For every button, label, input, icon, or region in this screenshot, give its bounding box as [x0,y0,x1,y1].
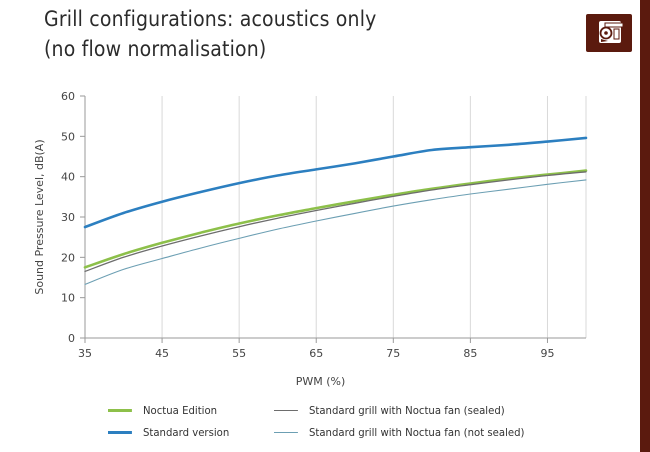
line-chart: 0 10 20 30 40 50 60 35 45 55 65 75 85 95 PWM (%) Sound … [33,90,588,388]
chart-axes [80,95,586,343]
page-title: Grill configurations: acoustics only (no… [44,4,512,64]
y-tick-label: 30 [61,211,75,224]
chart-grid [161,96,587,338]
y-tick-label: 50 [61,130,75,143]
legend-label: Standard grill with Noctua fan (sealed) [308,404,505,417]
x-axis-label: PWM (%) [296,375,346,388]
y-axis-label: Sound Pressure Level, dB(A) [33,139,46,294]
x-tick-label: 75 [386,347,400,360]
legend-swatch [108,431,132,434]
series-line-3 [83,136,588,229]
legend-item-4: Standard grill with Noctua fan (not seal… [274,426,525,439]
legend-swatch [274,432,298,433]
legend-swatch [108,409,132,412]
x-tick-label: 85 [463,347,477,360]
chart-legend: Noctua Edition Standard grill with Noctua… [108,404,628,448]
legend-swatch [274,410,298,411]
legend-label: Standard version [142,426,230,439]
series-line-4 [84,179,587,285]
legend-item-2: Standard grill with Noctua fan (sealed) [274,404,505,417]
series-line-2 [84,171,587,273]
y-tick-label: 10 [61,292,75,305]
owl-logo-icon [599,21,624,43]
x-tick-label: 35 [78,347,92,360]
legend-label: Noctua Edition [142,404,218,417]
title-line-1: Grill configurations: acoustics only [44,7,377,31]
legend-label: Standard grill with Noctua fan (not seal… [308,426,525,439]
x-tick-label: 55 [232,347,246,360]
y-tick-label: 20 [61,251,75,264]
series-line-1 [83,169,588,269]
chart-series [83,136,588,285]
x-tick-label: 45 [155,347,169,360]
chart-labels: 0 10 20 30 40 50 60 35 45 55 65 75 85 95 PWM (%) Sound … [33,90,554,388]
legend-item-1: Noctua Edition [108,404,217,417]
title-line-2: (no flow normalisation) [44,37,267,61]
x-tick-label: 95 [540,347,554,360]
y-tick-label: 40 [61,171,75,184]
y-tick-label: 60 [61,90,75,103]
brand-logo [586,14,632,52]
x-tick-label: 65 [309,347,323,360]
side-accent-bar [640,0,650,452]
legend-item-3: Standard version [108,426,229,439]
y-tick-label: 0 [68,332,75,345]
